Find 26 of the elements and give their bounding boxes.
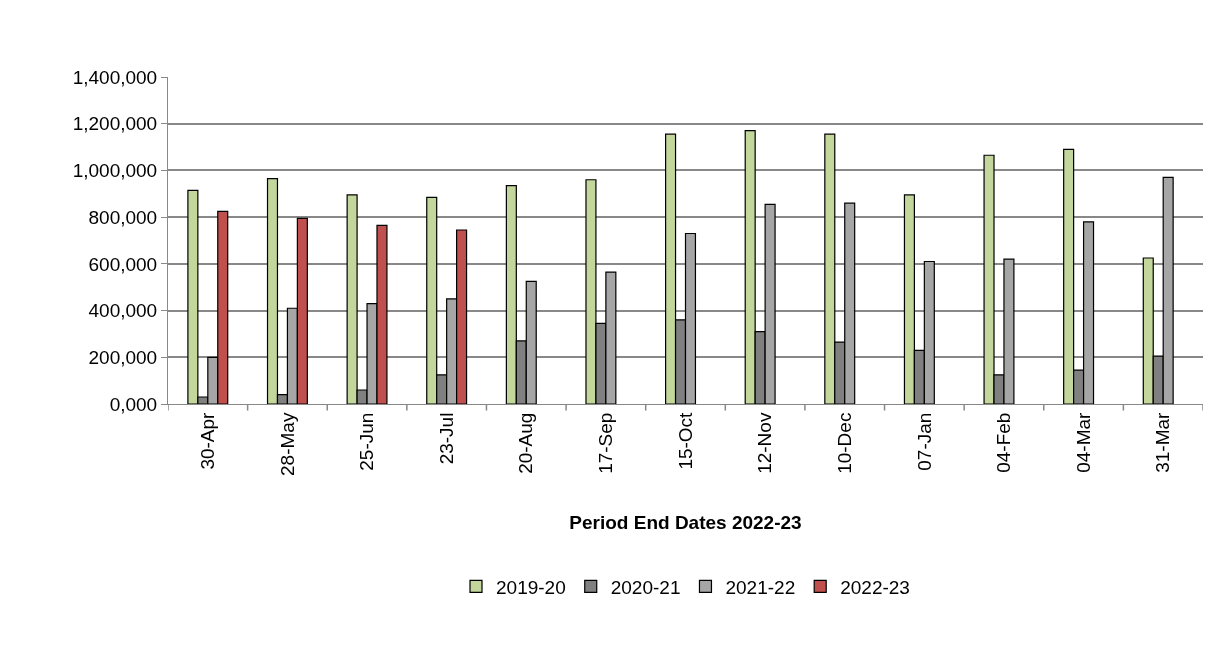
- x-tick-label: 25-Jun: [356, 412, 378, 471]
- x-tick-label: 20-Aug: [515, 412, 537, 474]
- x-tick-label: 17-Sep: [595, 412, 617, 474]
- legend-label: 2019-20: [496, 576, 566, 598]
- y-tick-label: 1,200,000: [72, 113, 158, 135]
- legend-label: 2021-22: [725, 576, 796, 598]
- y-tick-label: 200,000: [88, 346, 158, 368]
- legend-label: 2020-21: [610, 576, 681, 598]
- x-tick-label: 31-Mar: [1152, 411, 1174, 473]
- x-tick-label: 12-Nov: [754, 412, 776, 474]
- x-axis-title: Period End Dates 2022-23: [569, 511, 802, 533]
- x-tick-label: 23-Jul: [435, 412, 457, 465]
- y-tick-label: 600,000: [88, 253, 158, 275]
- y-tick-label: 400,000: [88, 300, 158, 322]
- x-tick-label: 15-Oct: [674, 411, 696, 470]
- y-tick-label: 1,400,000: [72, 66, 158, 88]
- x-tick-label: 30-Apr: [196, 411, 218, 470]
- legend-label: 2022-23: [840, 576, 910, 598]
- x-tick-label: 04-Feb: [993, 412, 1015, 473]
- y-tick-label: 1,000,000: [72, 160, 158, 182]
- x-tick-label: 10-Dec: [833, 412, 855, 474]
- x-tick-label: 28-May: [276, 412, 298, 476]
- x-tick-label: 07-Jan: [913, 412, 935, 471]
- y-tick-label: 0,000: [109, 393, 158, 415]
- y-tick-label: 800,000: [88, 206, 158, 228]
- x-tick-label: 04-Mar: [1072, 411, 1094, 473]
